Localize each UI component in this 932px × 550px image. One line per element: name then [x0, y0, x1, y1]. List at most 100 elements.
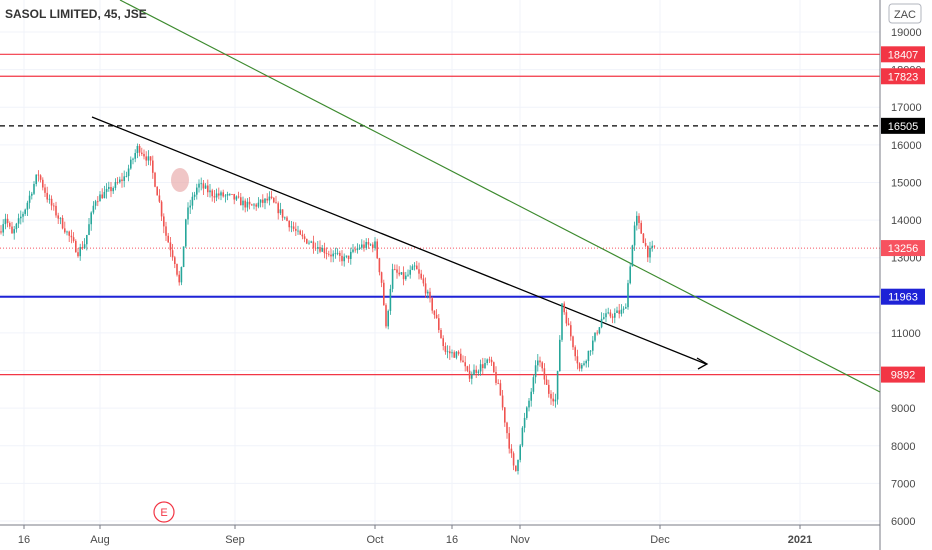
- candle[interactable]: [409, 265, 411, 279]
- candle[interactable]: [429, 287, 431, 303]
- candle[interactable]: [589, 349, 592, 356]
- candle[interactable]: [136, 143, 139, 159]
- candle[interactable]: [127, 164, 130, 182]
- candle[interactable]: [257, 197, 260, 209]
- candle[interactable]: [134, 149, 136, 163]
- candle[interactable]: [169, 236, 172, 257]
- candle[interactable]: [90, 211, 92, 231]
- candle[interactable]: [479, 359, 482, 376]
- candle[interactable]: [486, 358, 488, 366]
- candle[interactable]: [233, 193, 235, 205]
- candle[interactable]: [70, 229, 73, 244]
- candle[interactable]: [554, 393, 557, 408]
- candle[interactable]: [125, 171, 128, 178]
- candle[interactable]: [209, 183, 211, 198]
- candle[interactable]: [594, 332, 596, 343]
- candle[interactable]: [545, 375, 548, 385]
- candle[interactable]: [644, 238, 647, 248]
- candle[interactable]: [365, 238, 367, 251]
- candle[interactable]: [585, 359, 587, 368]
- candle[interactable]: [330, 248, 332, 263]
- candle[interactable]: [211, 188, 213, 202]
- candle[interactable]: [418, 262, 420, 280]
- candle[interactable]: [204, 183, 207, 190]
- candle[interactable]: [427, 289, 429, 299]
- candle[interactable]: [180, 266, 183, 286]
- candle[interactable]: [647, 245, 649, 263]
- candle[interactable]: [143, 149, 145, 160]
- candle[interactable]: [548, 379, 550, 398]
- candle[interactable]: [68, 230, 70, 243]
- candle[interactable]: [552, 392, 554, 406]
- candle[interactable]: [435, 309, 438, 319]
- candle[interactable]: [42, 177, 44, 191]
- candle[interactable]: [114, 178, 117, 191]
- candle[interactable]: [141, 147, 143, 156]
- candle[interactable]: [636, 211, 638, 231]
- candle[interactable]: [31, 191, 33, 200]
- candle[interactable]: [55, 201, 57, 218]
- candle[interactable]: [581, 363, 583, 372]
- candle[interactable]: [132, 157, 134, 165]
- candle[interactable]: [464, 356, 466, 372]
- candle[interactable]: [482, 357, 484, 375]
- candle[interactable]: [578, 362, 581, 372]
- candle[interactable]: [158, 189, 161, 203]
- candle[interactable]: [468, 364, 471, 382]
- candle[interactable]: [389, 284, 392, 315]
- candle[interactable]: [495, 366, 497, 386]
- candle[interactable]: [281, 209, 284, 221]
- candle[interactable]: [618, 303, 620, 319]
- candle[interactable]: [259, 199, 262, 208]
- candle[interactable]: [532, 374, 535, 395]
- candle[interactable]: [138, 143, 141, 157]
- candle[interactable]: [402, 266, 405, 286]
- candle[interactable]: [416, 260, 418, 270]
- candle[interactable]: [387, 309, 389, 330]
- candle[interactable]: [185, 218, 187, 249]
- candle[interactable]: [196, 183, 198, 200]
- candle[interactable]: [378, 257, 381, 276]
- candle[interactable]: [598, 326, 601, 335]
- candle[interactable]: [457, 350, 460, 356]
- candle[interactable]: [83, 238, 86, 250]
- candle[interactable]: [627, 279, 629, 310]
- candle[interactable]: [374, 237, 376, 251]
- candle[interactable]: [81, 241, 84, 250]
- candle[interactable]: [526, 406, 528, 420]
- candle[interactable]: [220, 190, 222, 201]
- candle[interactable]: [385, 303, 387, 329]
- candle[interactable]: [431, 296, 433, 314]
- candle[interactable]: [215, 188, 218, 202]
- candle[interactable]: [53, 202, 55, 211]
- candle[interactable]: [22, 211, 24, 223]
- candle[interactable]: [20, 210, 22, 225]
- candle[interactable]: [242, 196, 244, 211]
- candle[interactable]: [145, 151, 147, 167]
- candle[interactable]: [490, 356, 493, 366]
- candle[interactable]: [295, 222, 297, 237]
- candle[interactable]: [105, 183, 108, 199]
- candle[interactable]: [112, 186, 114, 194]
- candle[interactable]: [286, 215, 288, 222]
- candle[interactable]: [66, 230, 68, 236]
- candle[interactable]: [57, 212, 59, 224]
- candle[interactable]: [237, 191, 240, 199]
- candle[interactable]: [24, 208, 26, 216]
- candle[interactable]: [559, 335, 561, 372]
- trendline-layer[interactable]: [91, 0, 881, 393]
- candle[interactable]: [592, 335, 594, 355]
- candle[interactable]: [616, 306, 618, 314]
- candle[interactable]: [253, 202, 255, 210]
- candle[interactable]: [563, 301, 565, 315]
- candle[interactable]: [462, 355, 464, 363]
- candle[interactable]: [376, 238, 378, 260]
- candle[interactable]: [174, 255, 176, 269]
- candle[interactable]: [488, 356, 491, 363]
- candle[interactable]: [530, 387, 532, 407]
- candle[interactable]: [341, 250, 343, 266]
- candle[interactable]: [369, 243, 372, 246]
- candle[interactable]: [497, 379, 499, 385]
- candle[interactable]: [244, 198, 246, 213]
- candle[interactable]: [75, 239, 77, 253]
